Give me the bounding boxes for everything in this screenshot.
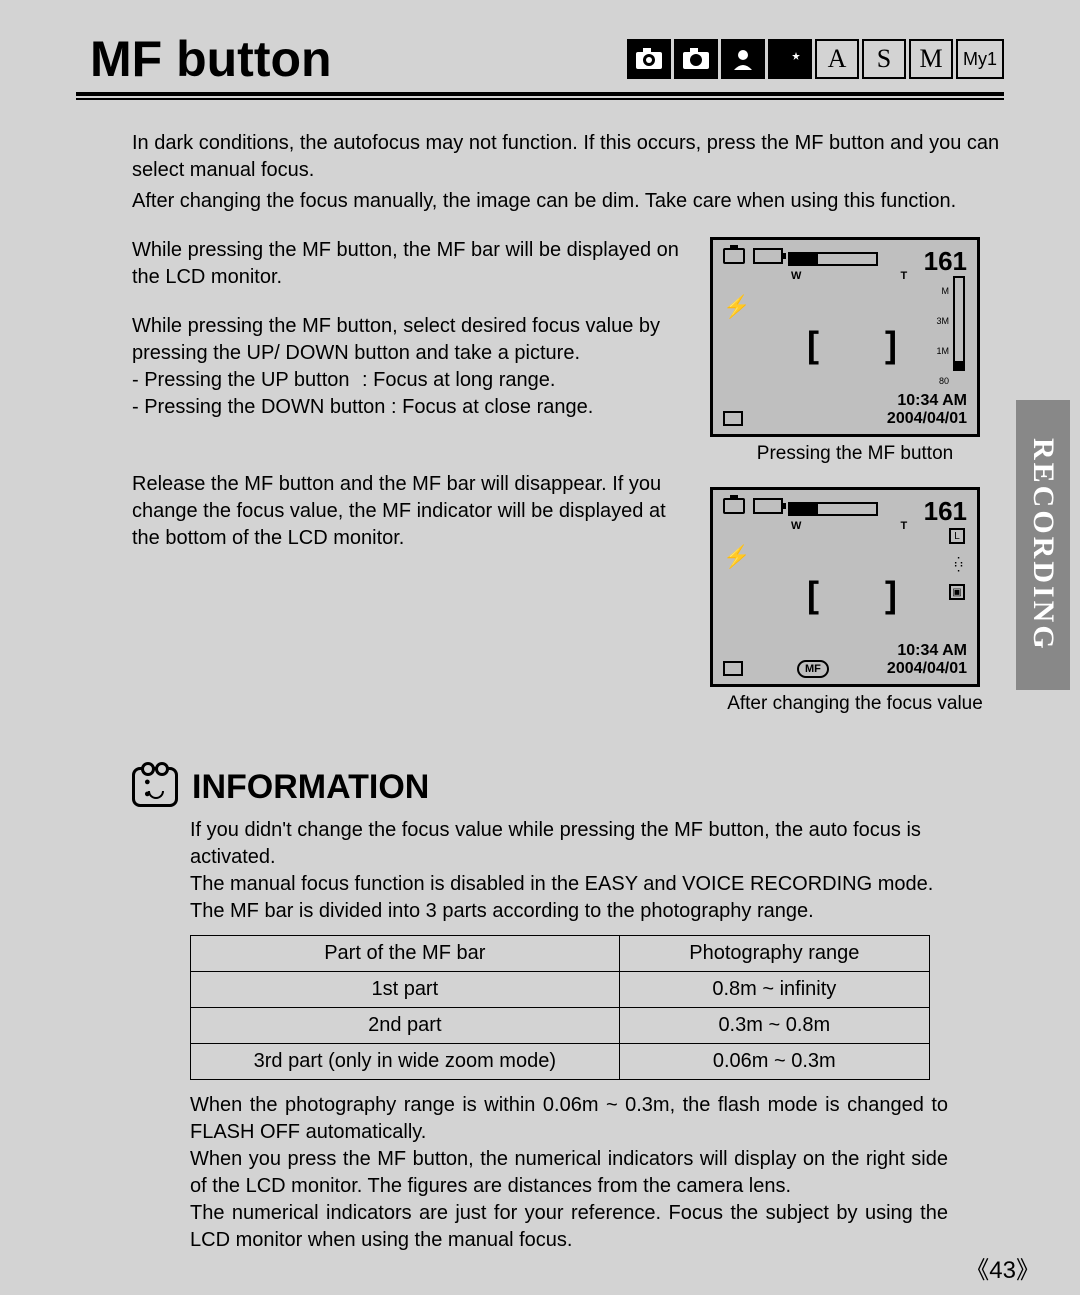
battery-icon <box>753 248 783 264</box>
lcd-time: 10:34 AM <box>897 642 967 660</box>
info-line: If you didn't change the focus value whi… <box>190 817 948 871</box>
mf-indicator: MF <box>797 660 829 678</box>
divider <box>76 92 1004 96</box>
page-title: MF button <box>60 30 332 88</box>
flash-icon: ⚡ <box>723 544 750 570</box>
info-line: When the photography range is within 0.0… <box>190 1092 948 1146</box>
li-down: - Pressing the DOWN button : Focus at cl… <box>132 394 698 421</box>
para-select: While pressing the MF button, select des… <box>132 313 698 367</box>
table-cell: 0.06m ~ 0.3m <box>619 1044 929 1080</box>
table-cell: 1st part <box>191 972 620 1008</box>
camera-icon <box>723 248 745 264</box>
info-line: The MF bar is divided into 3 parts accor… <box>190 898 948 925</box>
intro-block: In dark conditions, the autofocus may no… <box>60 100 1020 215</box>
info-line: The numerical indicators are just for yo… <box>190 1200 948 1254</box>
battery-icon <box>753 498 783 514</box>
mf-scale: M3M1M80 <box>936 276 949 396</box>
title-bar: MF button A S M My1 <box>60 20 1020 92</box>
mf-bar <box>953 276 965 371</box>
card-icon <box>723 411 743 426</box>
table-cell: 2nd part <box>191 1008 620 1044</box>
shots-remaining: 161 <box>924 496 967 527</box>
camera-icon <box>723 498 745 514</box>
lcd-screenshot-2: W T 161 ⚡ [ ] L ∴∵ ▣ MF 10:34 AM 2004/04… <box>710 487 980 687</box>
table-cell: 0.8m ~ infinity <box>619 972 929 1008</box>
mode-icons-row: A S M My1 <box>627 39 1020 79</box>
quality-dots: ∴∵ <box>954 556 965 572</box>
quality-icon: L <box>949 528 965 544</box>
instructions-col: While pressing the MF button, the MF bar… <box>132 237 710 737</box>
range-table: Part of the MF bar Photography range 1st… <box>190 935 930 1080</box>
mode-icon-night <box>768 39 812 79</box>
info-line: When you press the MF button, the numeri… <box>190 1146 948 1200</box>
table-cell: 3rd part (only in wide zoom mode) <box>191 1044 620 1080</box>
flash-icon: ⚡ <box>723 294 750 320</box>
para-release: Release the MF button and the MF bar wil… <box>132 471 698 552</box>
li-up: - Pressing the UP button: Focus at long … <box>132 367 698 394</box>
mode-icon-program <box>674 39 718 79</box>
mode-icon-auto <box>627 39 671 79</box>
info-line: The manual focus function is disabled in… <box>190 871 948 898</box>
mode-icon-s: S <box>862 39 906 79</box>
lcd-time: 10:34 AM <box>897 392 967 410</box>
info-heading: INFORMATION <box>192 768 429 807</box>
intro-p1: In dark conditions, the autofocus may no… <box>132 130 1000 184</box>
af-brackets: [ ] <box>807 574 925 616</box>
mode-icon-a: A <box>815 39 859 79</box>
intro-p2: After changing the focus manually, the i… <box>132 188 1000 215</box>
metering-icon: ▣ <box>949 584 965 600</box>
para-mfbar: While pressing the MF button, the MF bar… <box>132 237 698 291</box>
info-block: If you didn't change the focus value whi… <box>60 807 1020 1254</box>
lcd-caption-2: After changing the focus value <box>710 693 1000 715</box>
lcd-date: 2004/04/01 <box>887 410 967 428</box>
mode-icon-m: M <box>909 39 953 79</box>
table-header: Part of the MF bar <box>191 936 620 972</box>
lcd-date: 2004/04/01 <box>887 660 967 678</box>
lcd-caption-1: Pressing the MF button <box>710 443 1000 465</box>
card-icon <box>723 661 743 676</box>
page-number: 《43》 <box>965 1250 1040 1285</box>
shots-remaining: 161 <box>924 246 967 277</box>
section-tab: RECORDING <box>1016 400 1070 690</box>
lcd-screenshot-1: W T 161 ⚡ [ ] M3M1M80 10:34 AM 2004/04/0… <box>710 237 980 437</box>
mode-icon-portrait <box>721 39 765 79</box>
info-icon: ● ● <box>132 767 178 807</box>
table-cell: 0.3m ~ 0.8m <box>619 1008 929 1044</box>
af-brackets: [ ] <box>807 324 925 366</box>
mode-icon-my1: My1 <box>956 39 1004 79</box>
zoom-bar <box>788 252 878 266</box>
table-header: Photography range <box>619 936 929 972</box>
zoom-bar <box>788 502 878 516</box>
